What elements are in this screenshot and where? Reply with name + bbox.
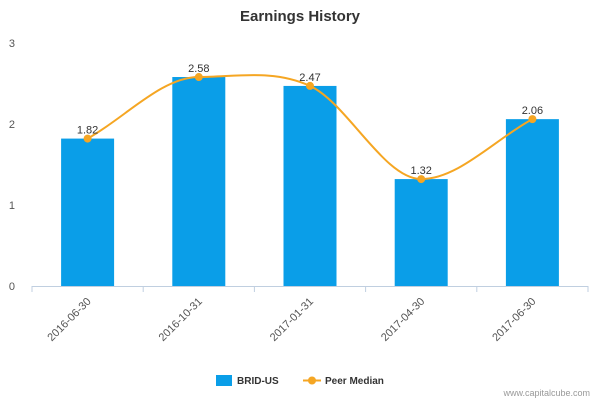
x-axis: 2016-06-30 2016-10-31 2017-01-31 2017-04-30…	[31, 286, 589, 344]
bar	[283, 85, 337, 287]
y-tick-label: 0	[9, 281, 15, 293]
peer-median-points	[83, 73, 537, 184]
line-point	[528, 115, 537, 124]
line-point	[83, 134, 92, 143]
legend-label-bar[interactable]: BRID-US	[237, 376, 279, 387]
x-tick-label: 2017-01-31	[268, 296, 316, 344]
line-point	[194, 73, 203, 82]
y-axis: 0 1 2 3	[9, 38, 15, 293]
bar	[505, 119, 559, 286]
x-tick-label: 2016-06-30	[45, 296, 93, 344]
bar	[394, 179, 448, 286]
data-label: 1.82	[77, 125, 98, 137]
data-label: 1.32	[410, 165, 431, 177]
legend-swatch-dot[interactable]	[308, 376, 316, 385]
x-tick-label: 2017-06-30	[490, 296, 538, 344]
y-tick-label: 3	[9, 38, 15, 50]
data-label: 2.47	[299, 72, 320, 84]
bar-series	[61, 77, 559, 287]
data-labels: 1.82 2.58 2.47 1.32 2.06	[77, 63, 543, 177]
line-point	[417, 175, 426, 184]
x-tick-label: 2016-10-31	[157, 296, 205, 344]
credit-text[interactable]: www.capitalcube.com	[502, 388, 590, 398]
y-tick-label: 1	[9, 200, 15, 212]
bar	[172, 77, 226, 287]
legend-swatch-bar[interactable]	[216, 375, 232, 386]
y-tick-label: 2	[9, 119, 15, 131]
bar	[61, 138, 115, 286]
line-point	[306, 81, 314, 90]
x-tick-label: 2017-04-30	[379, 296, 427, 344]
data-label: 2.58	[188, 63, 209, 75]
chart-title: Earnings History	[240, 8, 361, 25]
legend-label-line[interactable]: Peer Median	[325, 376, 384, 387]
data-label: 2.06	[522, 105, 543, 117]
legend[interactable]: BRID-US Peer Median	[216, 375, 384, 387]
